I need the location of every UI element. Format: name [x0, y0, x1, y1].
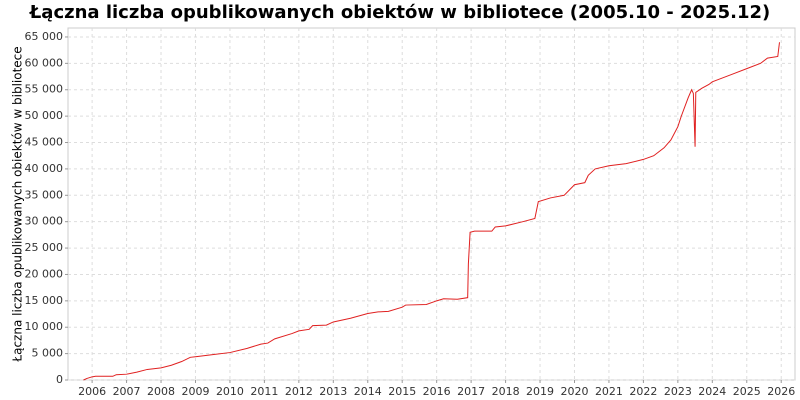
- x-tick-label: 2025: [733, 385, 761, 398]
- y-tick-label: 65 000: [25, 30, 64, 43]
- y-tick-label: 15 000: [25, 294, 64, 307]
- y-tick-label: 60 000: [25, 56, 64, 69]
- y-tick-label: 20 000: [25, 267, 64, 280]
- data-line: [83, 42, 780, 381]
- plot-area: [67, 27, 796, 381]
- x-tick-label: 2007: [113, 385, 141, 398]
- x-tick-label: 2026: [767, 385, 795, 398]
- x-tick-label: 2006: [78, 385, 106, 398]
- x-tick-label: 2015: [388, 385, 416, 398]
- y-tick-label: 10 000: [25, 320, 64, 333]
- y-tick-label: 50 000: [25, 109, 64, 122]
- x-tick-label: 2016: [423, 385, 451, 398]
- x-tick-label: 2024: [698, 385, 726, 398]
- x-tick-label: 2009: [181, 385, 209, 398]
- x-tick-label: 2017: [457, 385, 485, 398]
- y-tick-label: 35 000: [25, 188, 64, 201]
- x-tick-label: 2018: [492, 385, 520, 398]
- x-tick-label: 2008: [147, 385, 175, 398]
- x-tick-label: 2021: [595, 385, 623, 398]
- x-tick-label: 2010: [216, 385, 244, 398]
- y-axis-label: Łączna liczba opublikowanych obiektów w …: [11, 46, 25, 362]
- x-tick-label: 2020: [560, 385, 588, 398]
- x-tick-label: 2012: [285, 385, 313, 398]
- x-tick-label: 2014: [354, 385, 382, 398]
- chart-title: Łączna liczba opublikowanych obiektów w …: [29, 2, 770, 23]
- y-tick-label: 55 000: [25, 83, 64, 96]
- x-tick-label: 2013: [319, 385, 347, 398]
- y-tick-label: 25 000: [25, 241, 64, 254]
- y-tick-label: 0: [56, 373, 63, 386]
- y-tick-label: 45 000: [25, 136, 64, 149]
- x-tick-label: 2019: [526, 385, 554, 398]
- x-tick-label: 2022: [629, 385, 657, 398]
- y-tick-label: 40 000: [25, 162, 64, 175]
- x-tick-label: 2011: [250, 385, 278, 398]
- x-tick-label: 2023: [664, 385, 692, 398]
- y-tick-label: 5 000: [32, 347, 64, 360]
- y-tick-label: 30 000: [25, 215, 64, 228]
